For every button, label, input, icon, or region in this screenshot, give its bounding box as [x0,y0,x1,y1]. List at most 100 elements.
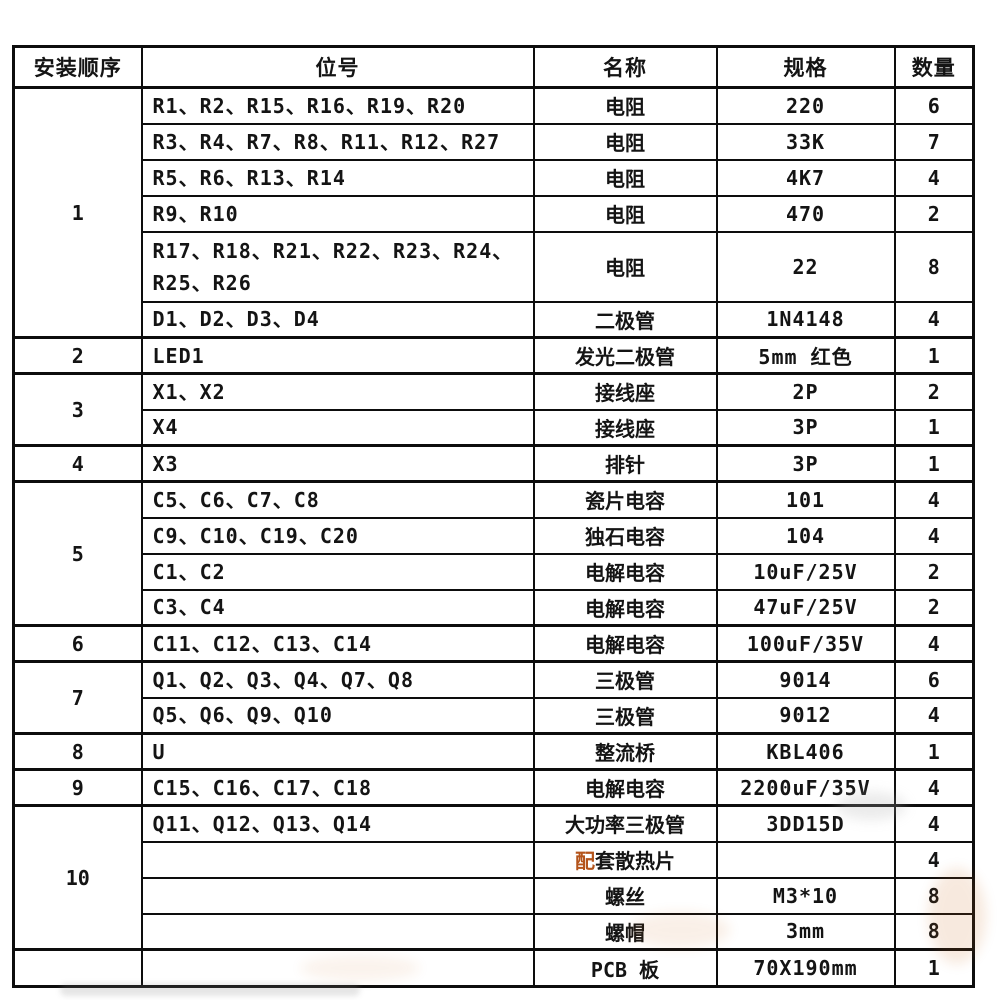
component-list-table: 安装顺序 位号 名称 规格 数量 1 R1、R2、R15、R16、R19、R20… [12,45,975,988]
qty-cell: 7 [893,122,975,161]
spec-cell: 9014 [715,660,896,699]
ref-cell [140,912,535,951]
table-row: 10 Q11、Q12、Q13、Q14 大功率三极管 3DD15D 4 [12,804,975,951]
name-text: 套散热片 [595,849,675,873]
ref-cell: U [140,732,535,771]
spec-cell: 4K7 [715,158,896,197]
spec-cell: 3mm [715,912,896,951]
qty-cell: 4 [893,300,975,339]
qty-cell: 1 [893,948,975,988]
ref-cell: Q1、Q2、Q3、Q4、Q7、Q8 [140,660,535,699]
header-spec: 规格 [715,45,896,89]
ref-cell: D1、D2、D3、D4 [140,300,535,339]
header-row: 安装顺序 位号 名称 规格 数量 [12,45,975,89]
ref-cell [140,876,535,915]
spec-cell: 47uF/25V [715,588,896,627]
name-cell: 瓷片电容 [532,480,718,519]
table-row: R9、R10 电阻 470 2 [14,194,975,233]
qty-cell: 4 [893,696,975,735]
name-cell: 大功率三极管 [532,804,718,843]
name-cell: 接线座 [532,408,718,447]
header-order: 安装顺序 [12,45,143,89]
table-row: C3、C4 电解电容 47uF/25V 2 [14,588,975,627]
ref-cell: Q5、Q6、Q9、Q10 [140,696,535,735]
qty-cell: 4 [893,516,975,555]
order-cell: 7 [12,660,143,735]
table-row: X4 接线座 3P 1 [14,408,975,447]
table-row: D1、D2、D3、D4 二极管 1N4148 4 [14,300,975,339]
table-row: 8 U 整流桥 KBL406 1 [12,732,975,771]
table-row: 4 X3 排针 3P 1 [12,444,975,483]
spec-cell: 2P [715,372,896,411]
ref-cell: C11、C12、C13、C14 [140,624,535,663]
spec-cell: 70X190mm [715,948,896,988]
name-cell: 三极管 [532,696,718,735]
order-cell: 6 [12,624,143,663]
qty-cell: 2 [893,552,975,591]
qty-cell: 4 [893,624,975,663]
ref-cell [140,948,535,988]
qty-cell: 2 [893,194,975,233]
ref-cell: C5、C6、C7、C8 [140,480,535,519]
name-cell: 电阻 [532,230,718,303]
name-cell: 电阻 [532,86,718,125]
ref-cell: C1、C2 [140,552,535,591]
name-cell: 电阻 [532,194,718,233]
table-row: Q5、Q6、Q9、Q10 三极管 9012 4 [14,696,975,735]
name-cell: 螺帽 [532,912,718,951]
qty-cell: 8 [893,230,975,303]
ref-cell: X1、X2 [140,372,535,411]
order-cell: 1 [12,86,143,339]
table-row: 3 X1、X2 接线座 2P 2 [12,372,975,447]
qty-cell: 4 [893,840,975,879]
qty-cell: 1 [893,408,975,447]
spec-cell: 3DD15D [715,804,896,843]
qty-cell: 1 [893,336,975,375]
ref-cell: C3、C4 [140,588,535,627]
ref-cell: R17、R18、R21、R22、R23、R24、R25、R26 [140,230,535,303]
spec-cell: 33K [715,122,896,161]
spec-cell: 220 [715,86,896,125]
table-row: C9、C10、C19、C20 独石电容 104 4 [14,516,975,555]
ref-cell: R3、R4、R7、R8、R11、R12、R27 [140,122,535,161]
order-cell: 2 [12,336,143,375]
header-name: 名称 [532,45,718,89]
name-cell: 电阻 [532,122,718,161]
qty-cell: 4 [893,480,975,519]
table-row: 1 R1、R2、R15、R16、R19、R20 电阻 220 6 [12,86,975,339]
qty-cell: 8 [893,876,975,915]
order-cell: 8 [12,732,143,771]
name-cell: 电解电容 [532,588,718,627]
table-row: 6 C11、C12、C13、C14 电解电容 100uF/35V 4 [12,624,975,663]
ref-cell: X4 [140,408,535,447]
spec-cell: KBL406 [715,732,896,771]
ref-cell: R1、R2、R15、R16、R19、R20 [140,86,535,125]
name-cell: 电阻 [532,158,718,197]
table-row: 5 C5、C6、C7、C8 瓷片电容 101 4 [12,480,975,627]
spec-cell: 3P [715,444,896,483]
qty-cell: 2 [893,588,975,627]
name-cell: 三极管 [532,660,718,699]
ref-cell: X3 [140,444,535,483]
name-cell: 发光二极管 [532,336,718,375]
spec-cell: 2200uF/35V [715,768,896,807]
qty-cell: 2 [893,372,975,411]
table-row: R3、R4、R7、R8、R11、R12、R27 电阻 33K 7 [14,122,975,161]
spec-cell: 104 [715,516,896,555]
name-cell: 电解电容 [532,552,718,591]
name-cell: 整流桥 [532,732,718,771]
qty-cell: 4 [893,158,975,197]
qty-cell: 6 [893,660,975,699]
order-cell: 9 [12,768,143,807]
spec-cell: 22 [715,230,896,303]
table-row: 9 C15、C16、C17、C18 电解电容 2200uF/35V 4 [12,768,975,807]
order-cell [12,948,143,988]
header-qty: 数量 [893,45,975,89]
name-cell: 独石电容 [532,516,718,555]
ref-cell: C15、C16、C17、C18 [140,768,535,807]
name-cell: 电解电容 [532,768,718,807]
name-cell: PCB 板 [532,948,718,988]
spec-cell: 100uF/35V [715,624,896,663]
table-row: 7 Q1、Q2、Q3、Q4、Q7、Q8 三极管 9014 6 [12,660,975,735]
table-row: 配套散热片 4 [14,840,975,879]
